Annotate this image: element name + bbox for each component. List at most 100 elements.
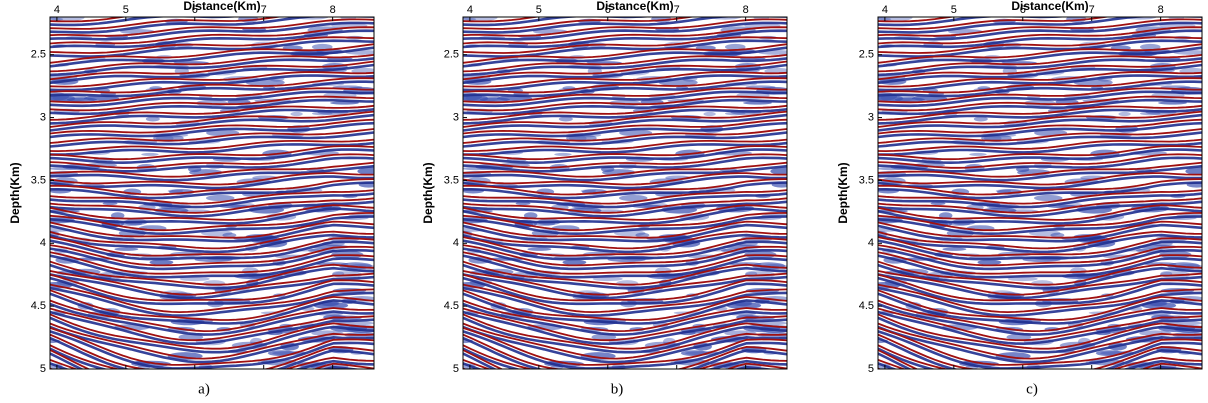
reflector-red — [50, 153, 374, 169]
texture — [930, 201, 946, 206]
reflector-blue — [878, 63, 1202, 85]
reflector-red — [50, 77, 374, 94]
texture — [1139, 111, 1161, 116]
reflector-red — [50, 260, 374, 286]
reflector-red — [50, 87, 374, 104]
reflector-red — [878, 138, 1202, 153]
reflector-red — [50, 145, 374, 161]
texture — [673, 359, 710, 366]
reflector-blue — [463, 325, 787, 364]
x-axis-label: Distance(Km) — [596, 0, 673, 13]
reflector-blue — [50, 74, 374, 92]
texture — [167, 189, 184, 193]
reflector-red — [878, 344, 1202, 369]
reflector-red — [463, 344, 787, 369]
reflector-red — [50, 220, 374, 239]
caption: b) — [611, 381, 624, 397]
reflector-blue — [50, 330, 374, 369]
reflector-red — [878, 110, 1202, 128]
texture — [222, 232, 237, 238]
reflector-blue — [878, 98, 1202, 116]
reflector-red — [50, 299, 374, 333]
reflector-blue — [463, 336, 787, 369]
texture — [973, 116, 988, 122]
texture — [616, 280, 639, 287]
reflector-blue — [463, 46, 787, 68]
reflector-red — [463, 220, 787, 239]
reflector-blue — [463, 29, 787, 49]
reflector-red — [463, 172, 787, 186]
reflector-red — [463, 313, 787, 350]
reflector-blue — [878, 200, 1202, 218]
texture — [942, 247, 967, 251]
reflector-red — [50, 344, 374, 369]
reflector-blue — [50, 63, 374, 85]
reflector-blue — [463, 286, 787, 317]
reflector-blue — [878, 347, 1202, 369]
reflector-blue — [50, 175, 374, 190]
reflector-blue — [463, 310, 787, 346]
reflector-red — [50, 17, 283, 30]
seismic-image — [50, 17, 374, 369]
y-tick-label: 3 — [868, 111, 874, 123]
y-tick-label: 3 — [453, 111, 459, 123]
y-tick-label: 4.5 — [859, 300, 874, 312]
reflector-red — [878, 128, 1202, 144]
reflector-blue — [878, 330, 1202, 369]
reflector-blue — [50, 113, 374, 132]
y-axis-label: Depth(Km) — [836, 162, 850, 223]
reflector-red — [50, 54, 374, 73]
caption: c) — [1026, 381, 1038, 397]
reflector-red — [463, 43, 787, 64]
reflector-blue — [50, 148, 374, 165]
reflector-blue — [463, 215, 787, 236]
reflector-red — [463, 145, 787, 161]
reflector-blue — [463, 181, 787, 200]
reflector-blue — [463, 192, 787, 209]
y-tick-label: 4 — [453, 237, 459, 249]
reflector-blue — [50, 200, 374, 218]
texture — [703, 111, 716, 117]
reflector-red — [878, 197, 1202, 214]
reflector-blue — [463, 347, 787, 369]
reflector-blue — [50, 273, 374, 300]
reflector-red — [50, 322, 374, 360]
reflector-blue — [50, 276, 374, 306]
reflector-red — [50, 18, 374, 37]
reflector-red — [463, 138, 787, 153]
texture — [1139, 43, 1161, 50]
reflector-blue — [50, 17, 241, 27]
texture — [145, 116, 160, 122]
reflector-red — [878, 26, 1202, 45]
reflector-blue — [878, 223, 1202, 243]
y-axis-label: Depth(Km) — [421, 162, 435, 223]
y-axis-label: Depth(Km) — [8, 162, 22, 223]
reflector-blue — [878, 156, 1202, 173]
x-tick-label: 6 — [605, 4, 611, 16]
texture — [50, 95, 76, 102]
reflector-red — [463, 204, 787, 221]
reflector-red — [50, 172, 374, 186]
reflector-blue — [463, 254, 787, 279]
reflector-red — [878, 172, 1202, 186]
seismic-image — [463, 17, 787, 369]
reflector-blue — [463, 108, 787, 125]
reflector-blue — [463, 233, 787, 254]
reflector-red — [50, 104, 374, 121]
reflector-red — [50, 289, 374, 321]
reflector-red — [463, 349, 787, 369]
texture — [267, 350, 296, 357]
reflector-blue — [878, 181, 1202, 200]
reflector-red — [878, 95, 1202, 112]
texture — [527, 247, 552, 251]
reflector-blue — [463, 273, 787, 300]
reflector-blue — [50, 223, 374, 243]
reflector-red — [50, 251, 374, 275]
reflector-blue — [50, 98, 374, 116]
y-tick-label: 5 — [868, 363, 874, 375]
reflector-blue — [463, 80, 787, 98]
reflector-red — [50, 307, 374, 342]
reflector-red — [878, 36, 1202, 54]
texture — [724, 111, 746, 116]
